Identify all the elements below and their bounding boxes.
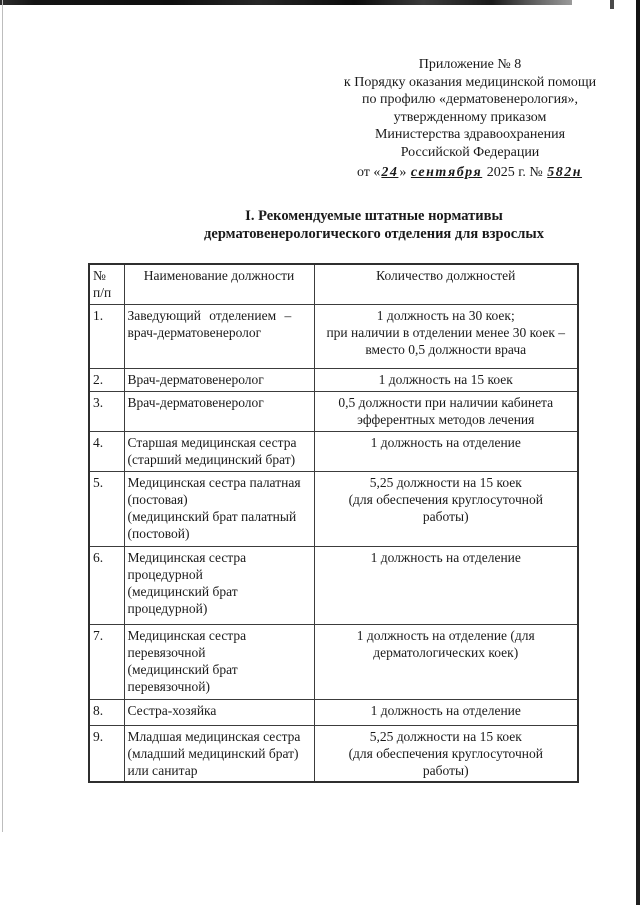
count-cell: 0,5 должности при наличии кабинета эффер… bbox=[313, 390, 579, 432]
handwritten-order-number: 582н bbox=[547, 165, 583, 180]
row-number-cell: 4. bbox=[88, 430, 125, 472]
appendix-line: к Порядку оказания медицинской помощи bbox=[343, 74, 597, 90]
position-cell: Медицинская сестра процедурной (медицинс… bbox=[123, 545, 315, 625]
staffing-table: № п/п Наименование должности Количество … bbox=[88, 263, 579, 783]
table-row: 6. Медицинская сестра процедурной (медиц… bbox=[88, 545, 579, 625]
count-cell: 1 должность на отделение bbox=[313, 430, 579, 472]
table-row: 8. Сестра-хозяйка 1 должность на отделен… bbox=[88, 698, 579, 726]
handwritten-month: сентября bbox=[410, 165, 483, 180]
table-row: 1. Заведующий отделением – врач-дерматов… bbox=[88, 303, 579, 369]
table-row: 4. Старшая медицинская сестра (старший м… bbox=[88, 430, 579, 472]
table-row: 9. Младшая медицинская сестра (младший м… bbox=[88, 724, 579, 782]
appendix-line: Приложение № 8 bbox=[418, 57, 522, 72]
header-cell-num: № п/п bbox=[88, 263, 125, 305]
date-year-number-label: 2025 г. № bbox=[483, 165, 547, 180]
row-number-cell: 5. bbox=[88, 470, 125, 547]
row-number-cell: 9. bbox=[88, 724, 125, 782]
date-close-quote: » bbox=[399, 165, 410, 180]
order-date-line: от «24» сентября 2025 г. № 582н bbox=[328, 164, 612, 182]
header-cell-count: Количество должностей bbox=[313, 263, 579, 305]
section-title: I. Рекомендуемые штатные нормативы дерма… bbox=[110, 207, 638, 243]
count-cell: 1 должность на отделение (для дерматолог… bbox=[313, 623, 579, 700]
count-cell: 1 должность на 30 коек; при наличии в от… bbox=[313, 303, 579, 369]
appendix-line: Министерства здравоохранения bbox=[374, 127, 566, 142]
section-title-line2: дерматовенерологического отделения для в… bbox=[204, 226, 544, 242]
row-number-cell: 6. bbox=[88, 545, 125, 625]
scan-artifact-left-edge bbox=[2, 0, 3, 832]
position-cell: Сестра-хозяйка bbox=[123, 698, 315, 726]
position-cell: Медицинская сестра перевязочной (медицин… bbox=[123, 623, 315, 700]
section-title-line1: I. Рекомендуемые штатные нормативы bbox=[245, 208, 503, 224]
table-row: 5. Медицинская сестра палатная (постовая… bbox=[88, 470, 579, 547]
scan-artifact-top-edge bbox=[0, 0, 572, 5]
position-cell: Врач-дерматовенеролог bbox=[123, 367, 315, 392]
row-number-cell: 2. bbox=[88, 367, 125, 392]
row-number-cell: 1. bbox=[88, 303, 125, 369]
appendix-line: Российской Федерации bbox=[400, 144, 540, 160]
handwritten-day: 24 bbox=[381, 165, 399, 180]
position-cell: Старшая медицинская сестра (старший меди… bbox=[123, 430, 315, 472]
count-cell: 1 должность на 15 коек bbox=[313, 367, 579, 392]
row-number-cell: 7. bbox=[88, 623, 125, 700]
count-cell: 1 должность на отделение bbox=[313, 545, 579, 625]
table-row: 3. Врач-дерматовенеролог 0,5 должности п… bbox=[88, 390, 579, 432]
row-number-cell: 8. bbox=[88, 698, 125, 726]
header-cell-position: Наименование должности bbox=[123, 263, 315, 305]
appendix-line: утвержденному приказом bbox=[393, 109, 547, 125]
position-cell: Медицинская сестра палатная (постовая) (… bbox=[123, 470, 315, 547]
table-row: 7. Медицинская сестра перевязочной (меди… bbox=[88, 623, 579, 700]
count-cell: 1 должность на отделение bbox=[313, 698, 579, 726]
position-cell: Младшая медицинская сестра (младший меди… bbox=[123, 724, 315, 782]
table-row: 2. Врач-дерматовенеролог 1 должность на … bbox=[88, 367, 579, 392]
count-cell: 5,25 должности на 15 коек (для обеспечен… bbox=[313, 724, 579, 782]
scan-artifact-right-edge bbox=[636, 0, 640, 905]
count-cell: 5,25 должности на 15 коек (для обеспечен… bbox=[313, 470, 579, 547]
appendix-block: Приложение № 8 к Порядку оказания медици… bbox=[328, 56, 612, 182]
table-header-row: № п/п Наименование должности Количество … bbox=[88, 263, 579, 305]
row-number-cell: 3. bbox=[88, 390, 125, 432]
position-cell: Заведующий отделением – врач-дерматовене… bbox=[123, 303, 315, 369]
appendix-line: по профилю «дерматовенерология», bbox=[361, 92, 579, 107]
date-prefix: от « bbox=[356, 165, 381, 180]
position-cell: Врач-дерматовенеролог bbox=[123, 390, 315, 432]
scan-artifact-top-tick bbox=[610, 0, 614, 9]
